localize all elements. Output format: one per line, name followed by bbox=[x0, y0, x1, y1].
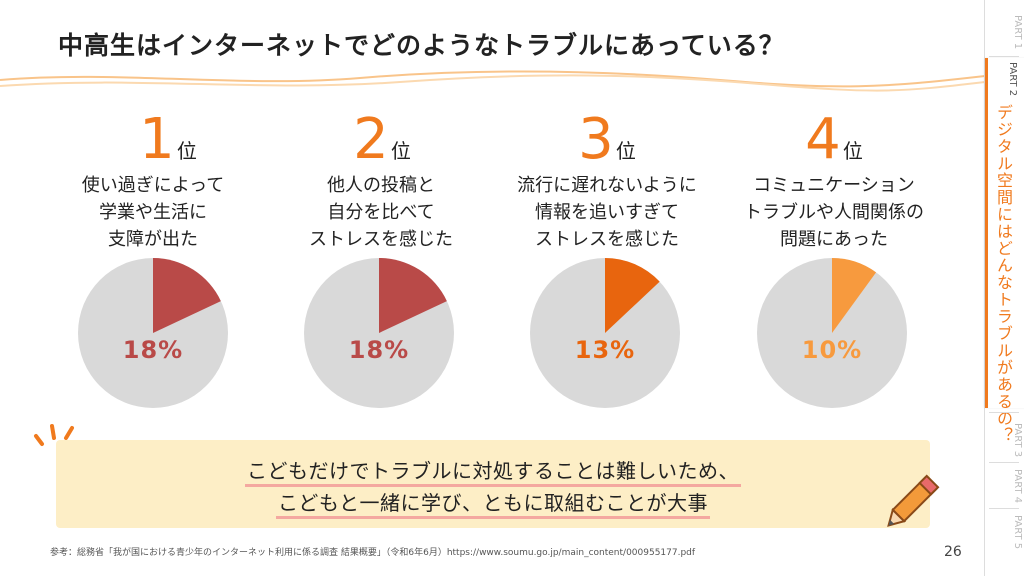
sidebar-tab-part2-title: デジタル空間にはどんなトラブルがあるの？ bbox=[994, 104, 1013, 444]
sidebar-tab-part1[interactable]: PART 1 bbox=[1012, 14, 1023, 50]
pie-slice bbox=[832, 258, 877, 333]
description-line: ストレスを感じた bbox=[535, 229, 679, 250]
pie-label-2: 18% bbox=[348, 336, 410, 364]
callout-line-1: こどもだけでトラブルに対処することは難しいため、 bbox=[56, 455, 930, 487]
description-line: 流行に遅れないように bbox=[517, 175, 697, 196]
description-line: 使い過ぎによって bbox=[81, 175, 225, 196]
rank-3-description: 流行に遅れないように 情報を追いすぎて ストレスを感じた bbox=[497, 172, 717, 253]
pie-label-3: 13% bbox=[574, 336, 636, 364]
rank-suffix: 位 bbox=[390, 139, 411, 163]
description-line: 自分を比べて bbox=[327, 202, 435, 223]
page-title: 中高生はインターネットでどのようなトラブルにあっている？ bbox=[58, 31, 785, 60]
rank-number: 1 bbox=[139, 107, 175, 172]
source-footnote: 参考：総務省「我が国における青少年のインターネット利用に係る調査 結果概要」（令… bbox=[50, 548, 696, 558]
pie-chart-3 bbox=[530, 258, 680, 408]
description-line: 他人の投稿と bbox=[327, 175, 435, 196]
sidebar-tab-part3[interactable]: PART 3 bbox=[1012, 422, 1023, 458]
sidebar-tab-part2[interactable] bbox=[985, 58, 1024, 408]
callout-box bbox=[56, 440, 930, 528]
emphasis-sparks-icon bbox=[34, 424, 74, 446]
rank-number: 3 bbox=[578, 107, 614, 172]
decorative-wave bbox=[0, 70, 985, 92]
sidebar-divider bbox=[989, 462, 1019, 463]
sidebar-tab-part5[interactable]: PART 5 bbox=[1012, 514, 1023, 550]
pie-label-1: 18% bbox=[122, 336, 184, 364]
rank-number: 2 bbox=[353, 107, 389, 172]
pie-chart-4 bbox=[757, 258, 907, 408]
rank-number: 4 bbox=[805, 107, 841, 172]
rank-1-description: 使い過ぎによって 学業や生活に 支障が出た bbox=[43, 172, 263, 253]
page-number: 26 bbox=[944, 544, 962, 560]
pencil-icon bbox=[887, 474, 940, 527]
sidebar-divider bbox=[989, 412, 1019, 413]
description-line: ストレスを感じた bbox=[309, 229, 453, 250]
pie-label-4: 10% bbox=[801, 336, 863, 364]
description-line: コミュニケーション bbox=[753, 175, 915, 196]
rank-suffix: 位 bbox=[176, 139, 197, 163]
pie-slice bbox=[153, 258, 221, 333]
pie-chart-1 bbox=[78, 258, 228, 408]
callout-line-2: こどもと一緒に学び、ともに取組むことが大事 bbox=[56, 487, 930, 519]
section-sidebar: PART 1 PART 2 デジタル空間にはどんなトラブルがあるの？ PART … bbox=[984, 0, 1024, 576]
description-line: 情報を追いすぎて bbox=[535, 202, 679, 223]
rank-4-description: コミュニケーション トラブルや人間関係の 問題にあった bbox=[724, 172, 944, 253]
rank-suffix: 位 bbox=[842, 139, 863, 163]
pie-chart-2 bbox=[304, 258, 454, 408]
sidebar-tab-part2-label: PART 2 bbox=[1007, 62, 1018, 97]
description-line: トラブルや人間関係の bbox=[744, 202, 924, 223]
pie-slice bbox=[605, 258, 660, 333]
description-line: 支障が出た bbox=[108, 229, 198, 250]
sidebar-divider bbox=[989, 56, 1019, 57]
sidebar-tab-part4[interactable]: PART 4 bbox=[1012, 468, 1023, 504]
description-line: 問題にあった bbox=[780, 229, 888, 250]
pie-slice bbox=[379, 258, 447, 333]
sidebar-divider bbox=[989, 508, 1019, 509]
rank-suffix: 位 bbox=[615, 139, 636, 163]
rank-2-description: 他人の投稿と 自分を比べて ストレスを感じた bbox=[271, 172, 491, 253]
description-line: 学業や生活に bbox=[99, 202, 207, 223]
